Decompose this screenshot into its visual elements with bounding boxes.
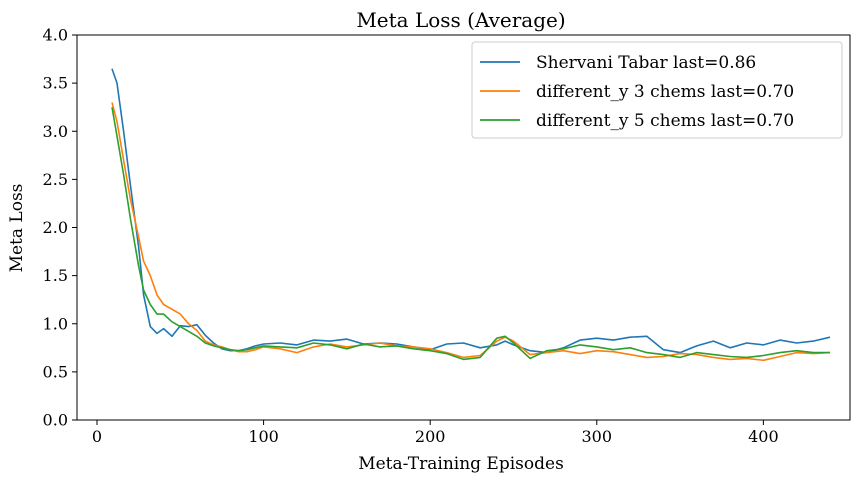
y-tick-label: 1.5	[43, 266, 68, 285]
y-axis: 0.0 0.5 1.0 1.5 2.0 2.5 3.0 3.5 4.0	[43, 26, 77, 430]
y-tick-label: 2.0	[43, 218, 68, 237]
series-line-3	[111, 107, 830, 361]
chart-title: Meta Loss (Average)	[356, 8, 565, 32]
legend-label-2: different_y 3 chems last=0.70	[536, 82, 794, 102]
y-tick-label: 3.0	[43, 122, 68, 141]
x-axis: 0 100 200 300 400	[92, 420, 779, 446]
y-tick-label: 1.0	[43, 314, 68, 333]
legend-box	[471, 41, 843, 139]
x-tick-label: 400	[748, 427, 779, 446]
x-tick-label: 0	[92, 427, 102, 446]
legend-label-1: Shervani Tabar last=0.86	[536, 53, 756, 73]
plot-lines	[111, 68, 831, 362]
legend-label-3: different_y 5 chems last=0.70	[536, 111, 794, 131]
y-axis-label: Meta Loss	[7, 184, 27, 273]
series-line-2	[111, 102, 831, 362]
y-tick-label: 2.5	[43, 170, 68, 189]
x-tick-label: 100	[248, 427, 279, 446]
y-tick-label: 4.0	[43, 26, 68, 45]
y-tick-label: 0.0	[43, 411, 68, 430]
x-axis-label: Meta-Training Episodes	[358, 454, 564, 474]
y-tick-label: 3.5	[43, 74, 68, 93]
legend: Shervani Tabar last=0.86 different_y 3 ch…	[471, 41, 843, 139]
series-line-1	[111, 68, 831, 354]
x-tick-label: 300	[582, 427, 613, 446]
y-tick-label: 0.5	[43, 362, 68, 381]
x-tick-label: 200	[415, 427, 446, 446]
